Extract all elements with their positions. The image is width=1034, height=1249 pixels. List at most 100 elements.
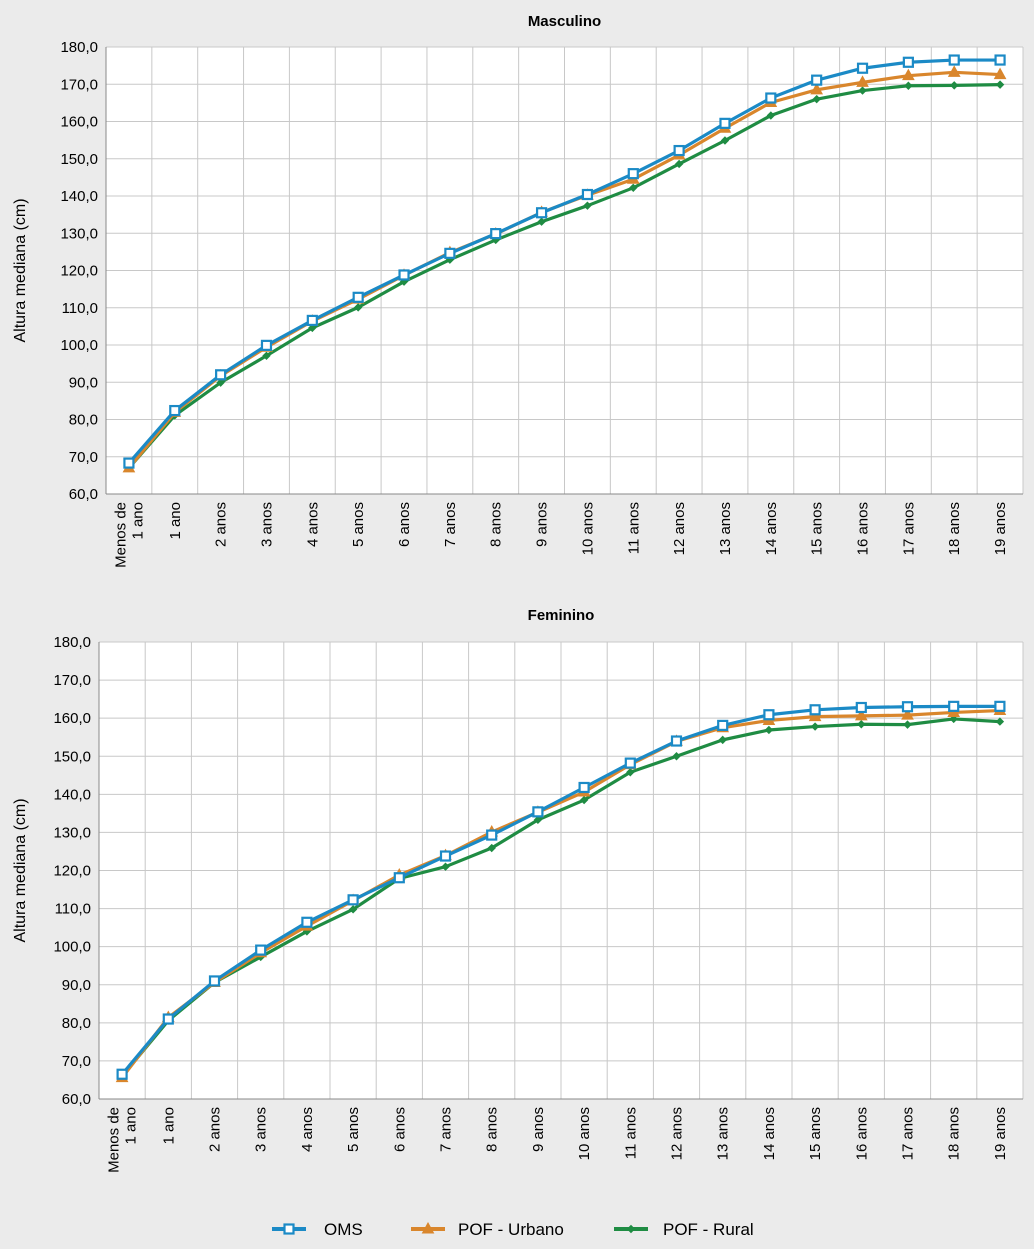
data-point [578, 781, 590, 794]
data-point [673, 144, 685, 157]
data-point [301, 916, 313, 928]
x-tick-label: 1 ano [167, 502, 184, 540]
x-tick-label-line: 6 anos [391, 1107, 408, 1152]
chart-title: Masculino [528, 13, 601, 30]
x-tick-label-line: 17 anos [900, 502, 917, 555]
data-point [352, 291, 364, 303]
x-tick-label: 13 anos [717, 502, 734, 555]
x-tick-label-line: 14 anos [761, 1107, 778, 1160]
data-point [116, 1068, 128, 1080]
y-tick-label: 160,0 [53, 710, 91, 727]
x-tick-label-line: 5 anos [350, 502, 367, 547]
data-point [208, 975, 221, 987]
data-point [901, 708, 914, 720]
x-tick-label: 7 anos [442, 502, 459, 547]
legend-item: POF - Urbano [411, 1220, 564, 1239]
data-point [533, 815, 543, 825]
series-line [120, 708, 1000, 1079]
data-point [162, 1013, 174, 1025]
data-point [717, 719, 729, 732]
data-point [810, 82, 824, 95]
y-axis-label: Altura mediana (cm) [12, 798, 29, 942]
x-tick-label: 17 anos [900, 1107, 917, 1160]
data-point [901, 701, 914, 713]
data-point [903, 720, 912, 729]
x-tick-label: 2 anos [207, 1107, 224, 1152]
data-point [994, 54, 1006, 66]
data-point [532, 806, 544, 818]
x-tick-label-line: 4 anos [304, 502, 321, 547]
data-point [535, 207, 548, 219]
data-point [718, 735, 727, 745]
x-tick-label: 14 anos [761, 1107, 778, 1160]
x-tick-label-line: 1 ano [167, 502, 184, 540]
data-point [398, 269, 410, 281]
data-point [995, 80, 1005, 89]
x-tick-label: 14 anos [763, 502, 780, 555]
legend-item: POF - Rural [614, 1220, 754, 1239]
x-tick-label-line: 10 anos [576, 1107, 593, 1160]
data-point [583, 201, 592, 210]
legend-marker [421, 1221, 435, 1234]
data-point [393, 872, 405, 884]
data-point [948, 54, 960, 66]
data-point [672, 752, 681, 761]
data-point [216, 378, 225, 387]
x-tick-label-line: 8 anos [484, 1107, 501, 1152]
data-point [808, 709, 822, 722]
x-tick-label: 10 anos [579, 502, 596, 555]
y-tick-label: 140,0 [53, 786, 91, 803]
chart-feminino: Feminino 60,0 70,0 80,0 90,0 100,0 110,0 120,0 1… [12, 607, 1024, 1173]
x-tick-label-line: 16 anos [853, 1107, 870, 1160]
data-point [537, 217, 546, 226]
data-point [857, 720, 866, 729]
legend-label: POF - Urbano [458, 1220, 564, 1239]
x-tick-label-line: 18 anos [946, 502, 963, 555]
data-point [994, 700, 1006, 712]
data-point [948, 700, 960, 712]
data-point [950, 81, 959, 90]
data-point [858, 86, 867, 95]
x-tick-label: 15 anos [809, 502, 826, 555]
y-tick-label: 60,0 [62, 1091, 91, 1108]
x-tick-label: 4 anos [304, 502, 321, 547]
data-point [810, 722, 820, 731]
legend-item: OMS [272, 1220, 363, 1239]
x-tick-label: 12 anos [669, 1107, 686, 1160]
y-tick-label: 110,0 [55, 901, 91, 918]
data-point [169, 404, 181, 417]
data-point [674, 159, 684, 169]
x-tick-label: 12 anos [671, 502, 688, 555]
x-tick-label-line: 7 anos [438, 1107, 455, 1152]
data-point [854, 708, 868, 721]
data-point [766, 111, 776, 120]
data-point [490, 228, 502, 240]
data-point [765, 92, 777, 104]
chart-title: Feminino [528, 607, 595, 624]
data-point [487, 843, 496, 853]
series-line [127, 83, 1001, 469]
x-tick-label: 7 anos [438, 1107, 455, 1152]
x-tick-label: 15 anos [807, 1107, 824, 1160]
y-tick-label: 180,0 [60, 39, 98, 56]
series-pof-rural [124, 80, 1005, 473]
x-tick-label: 8 anos [484, 1107, 501, 1152]
legend: OMS POF - Urbano POF - Rural [272, 1220, 754, 1239]
x-tick-label: 1 ano [160, 1107, 177, 1145]
x-tick-label: 9 anos [530, 1107, 547, 1152]
x-tick-label: 19 anos [992, 502, 1009, 555]
x-tick-label-line: 11 anos [625, 502, 642, 554]
legend-marker [283, 1223, 295, 1235]
x-tick-label: 9 anos [534, 502, 551, 547]
x-tick-label: 4 anos [299, 1107, 316, 1152]
x-tick-label-line: 6 anos [396, 502, 413, 547]
x-tick-label: 19 anos [992, 1107, 1009, 1160]
y-tick-label: 150,0 [53, 748, 91, 765]
x-tick-label: 16 anos [855, 502, 872, 555]
x-tick-label: Menos de1 ano [106, 1107, 140, 1173]
data-point [260, 339, 273, 351]
x-tick-label: 8 anos [488, 502, 505, 547]
series-line [127, 58, 1001, 465]
series-oms [116, 700, 1006, 1080]
